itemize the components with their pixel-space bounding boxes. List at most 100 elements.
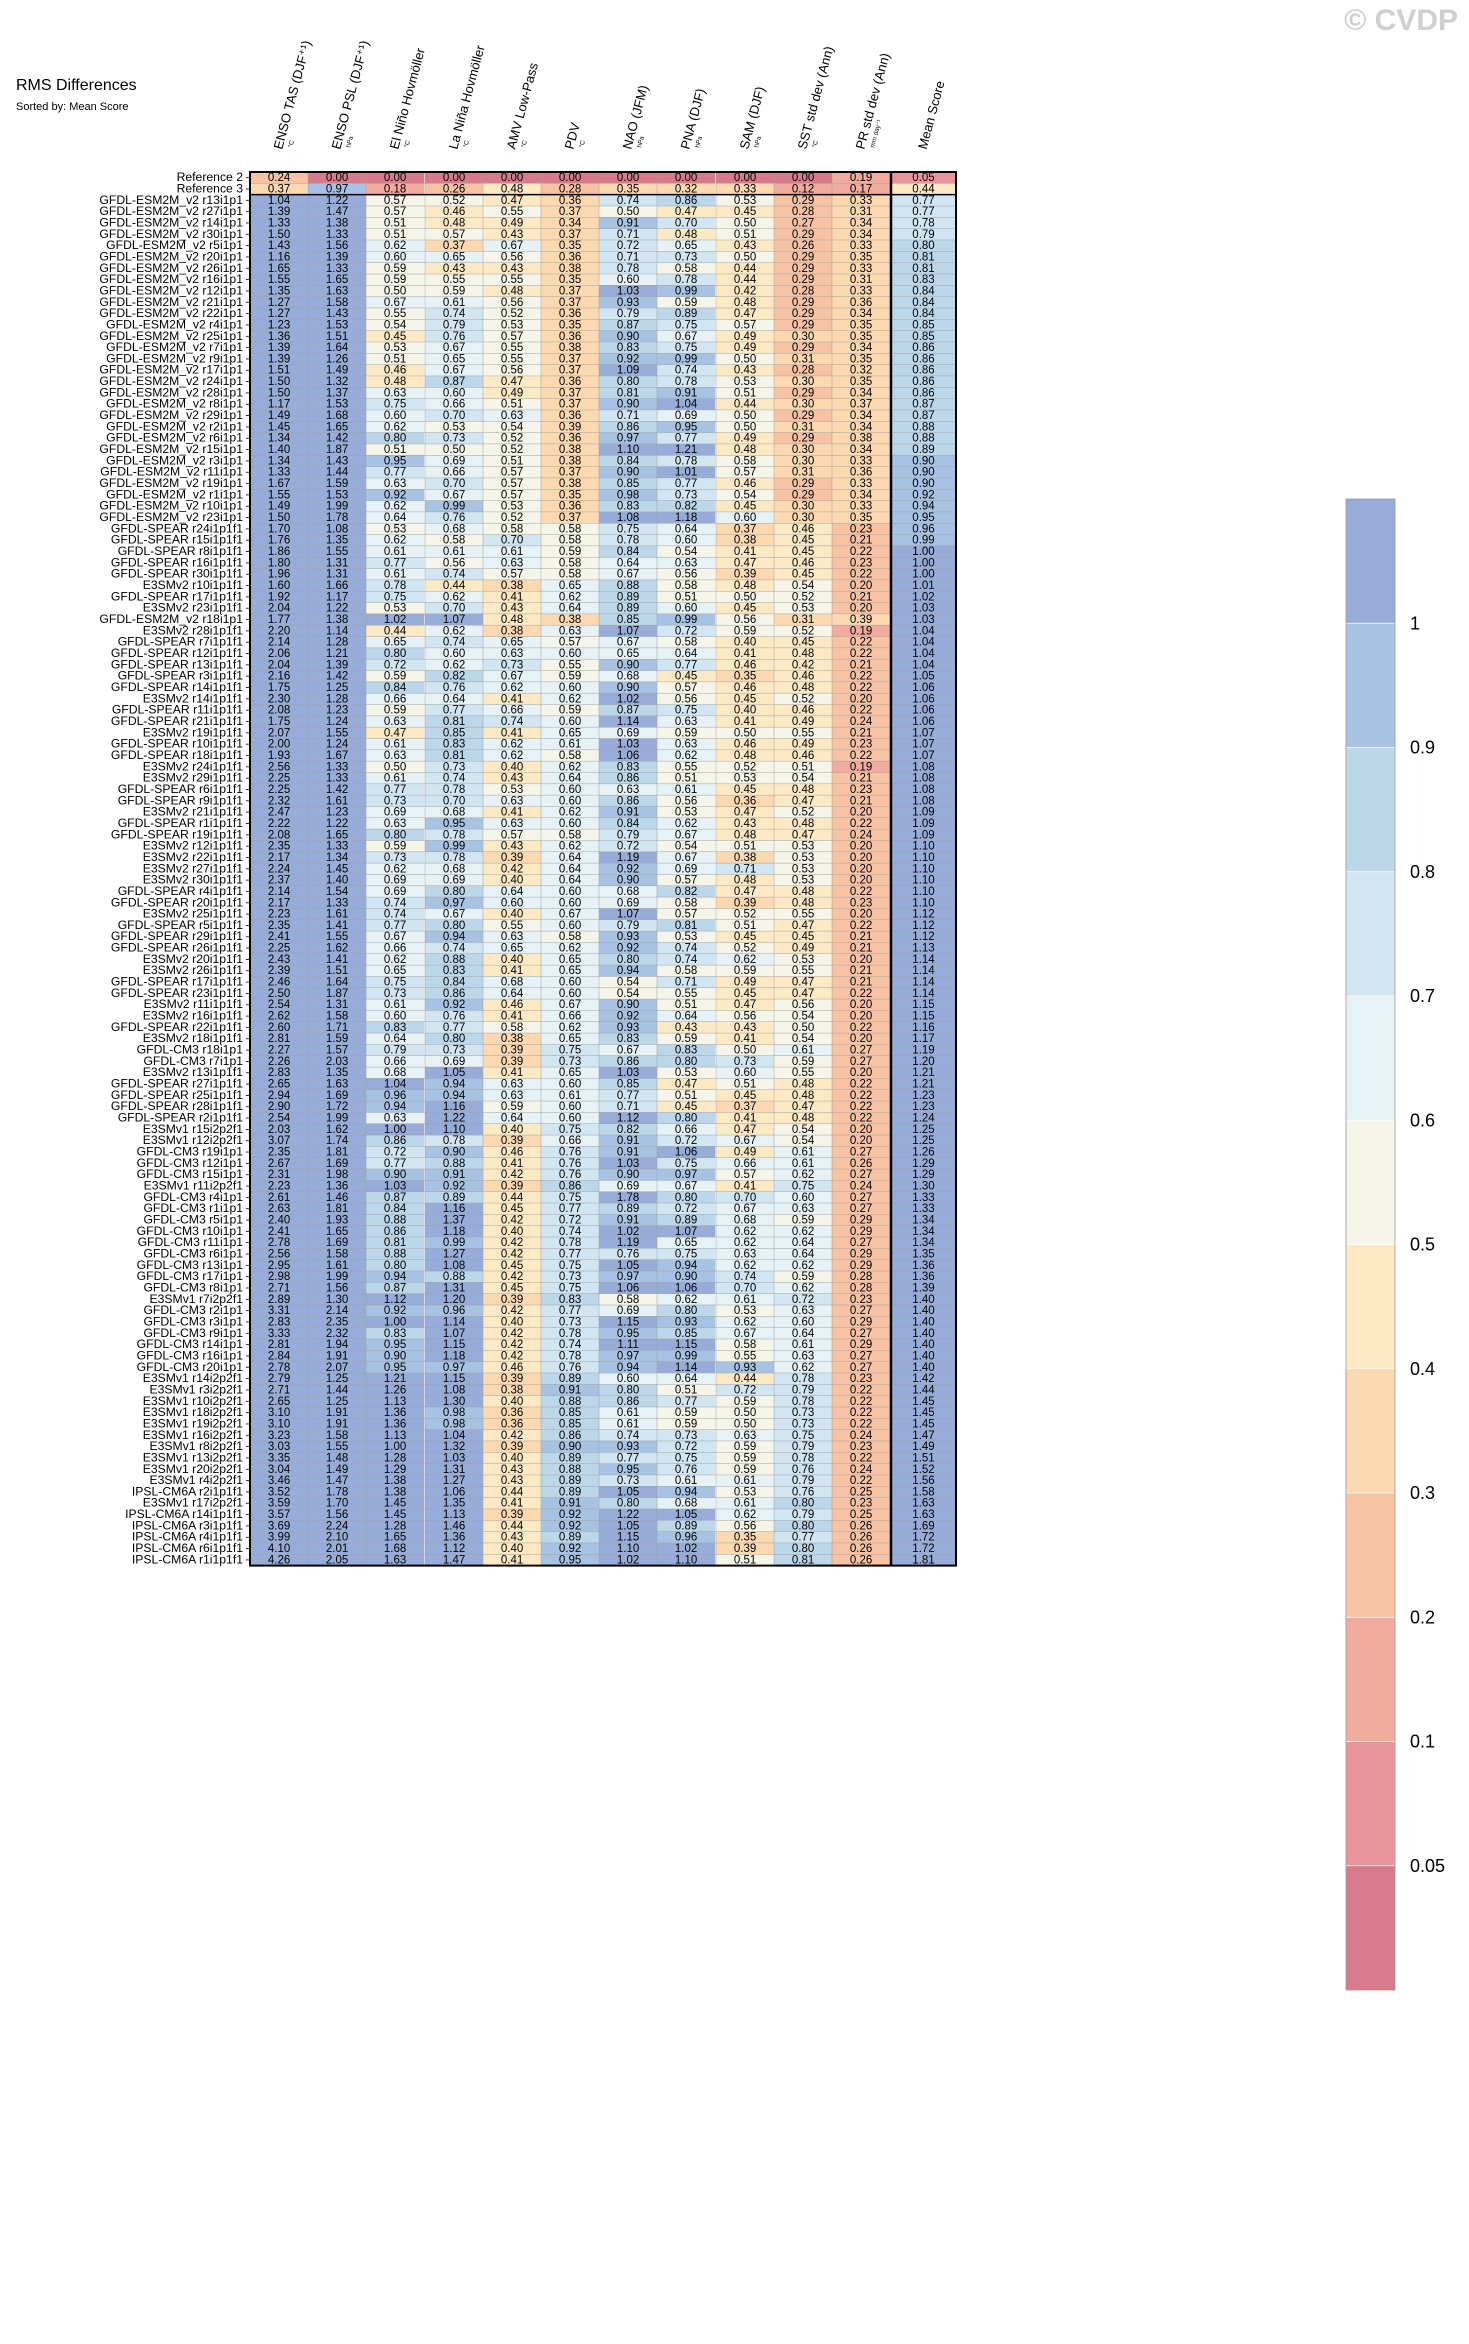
heatmap-cell bbox=[308, 1112, 367, 1124]
heatmap-cell bbox=[250, 987, 309, 1000]
cell-value: 0.87 bbox=[384, 1192, 406, 1204]
cell-value: 0.86 bbox=[559, 1181, 581, 1193]
cell-value: 0.88 bbox=[559, 1396, 581, 1408]
cell-value: 0.42 bbox=[501, 1271, 523, 1283]
heatmap-cell bbox=[250, 591, 309, 603]
heatmap-cell bbox=[832, 1293, 891, 1305]
row-label: E3SMv2 r23i1p1f1 bbox=[143, 601, 243, 615]
cell-value: 0.48 bbox=[792, 648, 814, 660]
cell-value: 0.30 bbox=[792, 399, 814, 411]
heatmap-cell bbox=[657, 840, 716, 852]
cell-value: 0.75 bbox=[675, 342, 697, 354]
cell-value: 0.48 bbox=[734, 297, 756, 309]
cell-value: 0.35 bbox=[850, 251, 872, 263]
cell-value: 0.58 bbox=[675, 965, 697, 977]
cell-value: 0.35 bbox=[850, 331, 872, 343]
cell-value: 0.55 bbox=[501, 206, 523, 218]
cell-value: 0.55 bbox=[501, 342, 523, 354]
cell-value: 0.88 bbox=[617, 580, 639, 592]
cell-value: 0.35 bbox=[559, 319, 581, 331]
heatmap-cell bbox=[891, 885, 956, 898]
cell-value: 0.96 bbox=[675, 1532, 697, 1544]
cell-value: 0.56 bbox=[675, 693, 697, 705]
heatmap-cell bbox=[541, 1293, 600, 1305]
cell-value: 0.65 bbox=[559, 727, 581, 739]
heatmap-cell bbox=[366, 965, 425, 977]
heatmap-cell bbox=[425, 1497, 484, 1509]
cell-value: 0.54 bbox=[792, 580, 815, 592]
heatmap-cell bbox=[541, 273, 600, 286]
heatmap-cell bbox=[599, 1384, 658, 1396]
cell-value: 0.78 bbox=[675, 455, 697, 467]
heatmap-cell bbox=[716, 999, 775, 1011]
heatmap-cell bbox=[425, 738, 484, 750]
cell-value: 0.54 bbox=[792, 1135, 815, 1147]
cell-value: 0.97 bbox=[675, 1169, 697, 1181]
row-label: GFDL-ESM2M_v2 r2i1p1 bbox=[106, 419, 243, 433]
cell-value: 0.58 bbox=[675, 897, 697, 909]
heatmap-cell bbox=[774, 1101, 833, 1113]
row-label: GFDL-ESM2M_v2 r16i1p1 bbox=[99, 272, 243, 286]
heatmap-cell bbox=[483, 817, 542, 830]
heatmap-cell bbox=[425, 262, 484, 274]
heatmap-cell bbox=[716, 1418, 775, 1430]
heatmap-cell bbox=[483, 625, 542, 637]
heatmap-cell bbox=[774, 466, 833, 478]
heatmap-cell bbox=[599, 919, 658, 932]
heatmap-cell bbox=[716, 1361, 775, 1373]
heatmap-cell bbox=[541, 1271, 600, 1283]
cell-value: 0.39 bbox=[501, 852, 523, 864]
cell-value: 0.41 bbox=[734, 716, 756, 728]
cell-value: 0.34 bbox=[850, 421, 873, 433]
heatmap-cell bbox=[308, 1497, 367, 1509]
row-label: GFDL-ESM2M_v2 r8i1p1 bbox=[106, 397, 243, 411]
cell-value: 0.92 bbox=[559, 1543, 581, 1555]
heatmap-cell bbox=[308, 999, 367, 1011]
heatmap-cell bbox=[599, 330, 658, 342]
cell-value: 0.40 bbox=[501, 909, 523, 921]
cell-value: 1.13 bbox=[912, 943, 934, 955]
cell-value: 1.45 bbox=[912, 1396, 934, 1408]
cell-value: 1.02 bbox=[912, 591, 934, 603]
heatmap-cell bbox=[716, 557, 775, 569]
row-label: E3SMv2 r20i1p1f1 bbox=[143, 952, 243, 966]
heatmap-cell bbox=[425, 1429, 484, 1441]
cell-value: 1.81 bbox=[326, 1203, 348, 1215]
heatmap-cell bbox=[774, 172, 833, 184]
heatmap-cell bbox=[308, 1350, 367, 1362]
heatmap-cell bbox=[483, 931, 542, 943]
cell-value: 2.10 bbox=[326, 1532, 348, 1544]
heatmap-cell bbox=[891, 591, 956, 603]
cell-value: 1.18 bbox=[443, 1350, 465, 1362]
heatmap-cell bbox=[366, 568, 425, 580]
cell-value: 2.94 bbox=[268, 1090, 291, 1102]
cell-value: 1.22 bbox=[326, 195, 348, 207]
heatmap-cell bbox=[657, 1406, 716, 1419]
cell-value: 0.57 bbox=[675, 909, 697, 921]
cell-value: 1.40 bbox=[912, 1316, 934, 1328]
cell-value: 2.83 bbox=[268, 1067, 290, 1079]
cell-value: 2.07 bbox=[326, 1362, 348, 1374]
cell-value: 0.61 bbox=[792, 1045, 814, 1057]
heatmap-cell bbox=[657, 1497, 716, 1509]
cell-value: 1.41 bbox=[326, 920, 348, 932]
heatmap-cell bbox=[308, 987, 367, 1000]
cell-value: 0.68 bbox=[443, 863, 465, 875]
heatmap-cell bbox=[483, 443, 542, 456]
heatmap-cell bbox=[541, 285, 600, 297]
cell-value: 0.21 bbox=[850, 659, 872, 671]
cell-value: 0.41 bbox=[501, 727, 523, 739]
heatmap-cell bbox=[483, 217, 542, 229]
heatmap-cell bbox=[250, 1010, 309, 1022]
cell-value: 0.31 bbox=[792, 421, 814, 433]
heatmap-cell bbox=[425, 908, 484, 920]
cell-value: 3.04 bbox=[268, 1464, 291, 1476]
cell-value: 0.99 bbox=[912, 535, 934, 547]
cell-value: 1.36 bbox=[443, 1532, 465, 1544]
heatmap-cell bbox=[250, 704, 309, 716]
cell-value: 0.55 bbox=[384, 308, 406, 320]
cell-value: 0.86 bbox=[617, 795, 639, 807]
cell-value: 1.14 bbox=[912, 988, 935, 1000]
cell-value: 0.39 bbox=[501, 1181, 523, 1193]
heatmap-cell bbox=[832, 1157, 891, 1170]
